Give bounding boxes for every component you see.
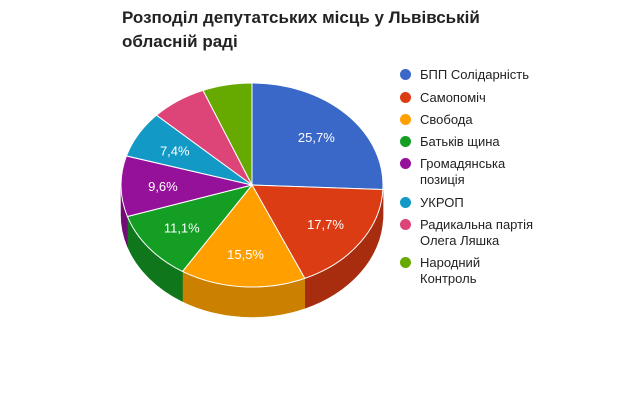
pie-value-label-3: 11,1% xyxy=(164,221,200,236)
pie-slice-3 xyxy=(126,184,254,273)
legend-item-4: Громадянська позиція xyxy=(400,156,590,188)
legend-item-6: Радикальна партія Олега Ляшка xyxy=(400,217,590,249)
legend-swatch-3 xyxy=(400,136,411,147)
pie-slice-0 xyxy=(251,82,384,191)
pie-value-label-5: 7,4% xyxy=(160,143,190,158)
chart-title: Розподіл депутатських місць у Львівській… xyxy=(122,6,542,54)
pie-slice-7 xyxy=(202,82,253,186)
legend-label-4: Громадянська позиція xyxy=(420,156,506,187)
pie-slice-4 xyxy=(120,155,253,218)
legend-label-0: БПП Солідарність xyxy=(420,67,529,82)
pie-value-label-2: 15,5% xyxy=(227,247,264,262)
legend-label-1: Самопоміч xyxy=(420,90,486,105)
legend-swatch-7 xyxy=(400,257,411,268)
pie-slice-2 xyxy=(181,184,306,288)
legend-item-2: Свобода xyxy=(400,112,590,128)
pie-value-labels: 25,7% 17,7% 15,5% 11,1% 9,6% 7,4% xyxy=(148,130,344,262)
legend-swatch-5 xyxy=(400,197,411,208)
chart-title-line1: Розподіл депутатських місць у Львівській xyxy=(122,8,480,27)
legend-swatch-4 xyxy=(400,158,411,169)
legend-label-3: Батьків щина xyxy=(420,134,500,149)
legend-label-2: Свобода xyxy=(420,112,473,127)
legend-swatch-0 xyxy=(400,69,411,80)
pie-value-label-1: 17,7% xyxy=(307,217,344,232)
legend-item-5: УКРОП xyxy=(400,195,590,211)
pie-value-label-0: 25,7% xyxy=(298,130,335,145)
legend-label-5: УКРОП xyxy=(420,195,464,210)
legend-swatch-6 xyxy=(400,219,411,230)
legend-item-1: Самопоміч xyxy=(400,90,590,106)
pie-value-label-4: 9,6% xyxy=(148,179,178,194)
legend-label-7: Народний Контроль xyxy=(420,255,481,286)
chart-title-line2: обласній раді xyxy=(122,32,238,51)
legend-swatch-1 xyxy=(400,92,411,103)
pie-slices xyxy=(120,82,384,288)
legend-swatch-2 xyxy=(400,114,411,125)
legend-item-7: Народний Контроль xyxy=(400,255,590,287)
legend-item-0: БПП Солідарність xyxy=(400,67,590,83)
legend-item-3: Батьків щина xyxy=(400,134,590,150)
pie-slice-1 xyxy=(251,184,384,279)
legend-label-6: Радикальна партія Олега Ляшка xyxy=(420,217,533,248)
